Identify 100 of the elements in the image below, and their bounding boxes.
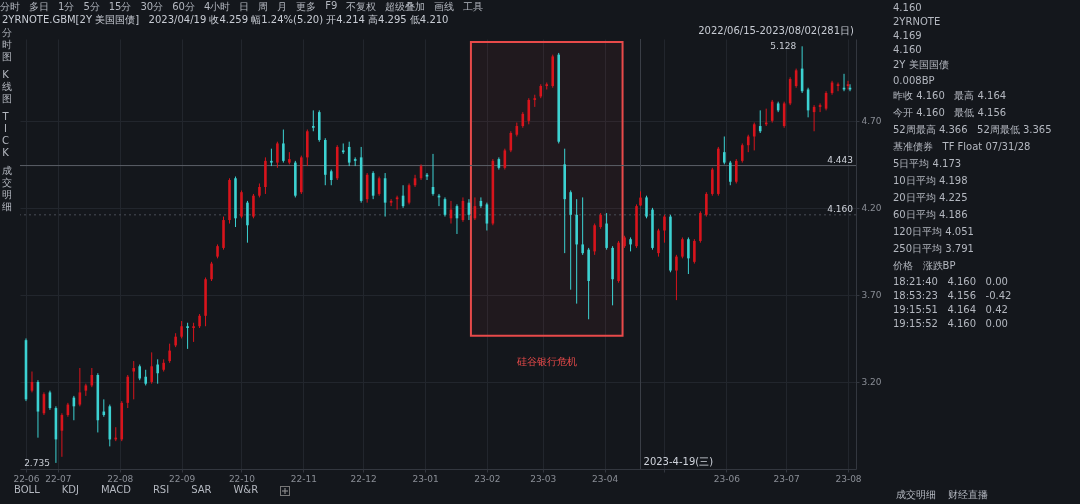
text: 昨收 4.160 最高 4.164 — [893, 89, 1007, 103]
candlestick — [752, 122, 756, 151]
x-tick-label: 22-12 — [350, 473, 377, 484]
text: 60分 — [172, 0, 195, 14]
candlestick — [156, 358, 159, 385]
text: W&R — [233, 484, 259, 495]
text: 日 — [239, 0, 250, 14]
candlestick — [770, 99, 774, 124]
candlestick — [740, 142, 744, 164]
text: 5分 — [83, 0, 100, 14]
text: RSI — [152, 484, 170, 495]
text: SAR — [191, 484, 212, 495]
text: 基准债券 TF Float 07/31/28 — [893, 140, 1031, 154]
text: 工具 — [463, 0, 484, 14]
x-tick-label: 23-02 — [474, 473, 501, 484]
text: 月 — [277, 0, 288, 14]
chart-title: 2YRNOTE.GBM[2Y 美国国债] 2023/04/19 收4.259 幅1.24%(5.20) 开4.214 高4.295 低4.210 — [2, 14, 449, 25]
candlestick — [693, 238, 696, 265]
text: MACD — [100, 484, 131, 495]
text: 成交明细 — [896, 488, 936, 502]
text: 18:21:40 4.160 0.00 — [893, 276, 1008, 287]
x-tick-label: 23-03 — [530, 473, 557, 484]
ref-line-label: 4.443 — [827, 154, 853, 165]
annotation: 2.735 — [24, 457, 50, 468]
candlestick — [675, 254, 678, 301]
y-tick-label: 3.20 — [861, 377, 882, 388]
text: 超级叠加 — [385, 0, 426, 14]
text: 10日平均 4.198 — [893, 174, 968, 188]
candlestick — [758, 109, 762, 134]
text: 19:15:51 4.164 0.42 — [893, 304, 1008, 315]
text: 15分 — [108, 0, 132, 14]
text: 价格 涨跌BP — [893, 259, 956, 273]
text: F9 — [325, 0, 338, 11]
text: 1分 — [58, 0, 75, 14]
text: 多日 — [29, 0, 49, 14]
candlestick — [657, 228, 660, 258]
text: 30分 — [140, 0, 164, 14]
candlestick — [246, 200, 249, 244]
text: 250日平均 3.791 — [893, 242, 974, 256]
candlestick — [569, 189, 572, 291]
text: 0.008BP — [893, 75, 935, 86]
text: 52周最高 4.366 52周最低 3.365 — [893, 123, 1052, 137]
text: BOLL — [14, 484, 40, 495]
candlestick — [705, 191, 708, 218]
candlestick — [687, 236, 690, 275]
x-tick-label: 22-09 — [169, 473, 196, 484]
x-tick-label: 22-10 — [228, 473, 256, 484]
candlestick — [341, 142, 345, 155]
text: K线图 — [2, 69, 12, 105]
text: 2YRNOTE — [893, 16, 941, 27]
candlestick — [581, 196, 584, 256]
candlestick — [663, 214, 666, 244]
text: 分时 — [0, 0, 20, 14]
x-tick-label: 23-08 — [835, 473, 862, 484]
text: 周 — [258, 0, 269, 14]
text: 今开 4.160 最低 4.156 — [893, 106, 1007, 120]
candlestick — [282, 129, 285, 164]
candlestick — [347, 141, 351, 167]
text: 4.160 — [893, 2, 922, 13]
x-tick-label: 22-08 — [107, 473, 134, 484]
text: 不复权 — [346, 0, 377, 14]
ref-line-label: 2023-4-19(三) — [643, 456, 714, 467]
x-tick-label: 23-01 — [412, 473, 439, 484]
text: 120日平均 4.051 — [893, 225, 974, 239]
text: 成交明细 — [2, 165, 12, 213]
text: 4小时 — [203, 0, 231, 14]
x-tick-label: 23-07 — [773, 473, 800, 484]
text: 更多 — [296, 0, 317, 14]
y-tick-label: 3.70 — [861, 290, 882, 301]
band-label: 硅谷银行危机 — [515, 355, 577, 367]
candlestick — [252, 193, 255, 219]
candlestick — [168, 343, 171, 364]
annotation: 5.128 — [770, 41, 797, 52]
text: 4.160 — [893, 44, 922, 55]
y-tick-label: 4.70 — [861, 116, 882, 127]
candlestick — [681, 236, 684, 259]
candlestick — [132, 360, 136, 400]
text: 分时图 — [2, 27, 12, 63]
text: TICK — [2, 111, 9, 159]
candlestick — [312, 109, 315, 132]
ref-line-label: 4.160 — [827, 203, 854, 214]
candlestick — [729, 160, 732, 186]
candlestick — [150, 351, 153, 385]
candlestick — [186, 322, 189, 350]
candlestick — [723, 135, 726, 165]
x-tick-label: 22-07 — [45, 473, 72, 484]
candlestick — [276, 141, 279, 169]
text: 5日平均 4.173 — [893, 157, 962, 171]
text: 2022/06/15-2023/08/02(281日) — [698, 24, 854, 38]
text: 画线 — [434, 0, 455, 14]
x-tick-label: 22-06 — [13, 473, 40, 484]
x-tick-label: 23-06 — [713, 473, 741, 484]
text: 19:15:52 4.160 0.00 — [893, 318, 1008, 329]
candlestick — [645, 195, 648, 219]
x-tick-label: 23-04 — [592, 473, 619, 484]
text: 60日平均 4.186 — [893, 208, 968, 222]
candlestick — [210, 261, 213, 282]
y-tick-label: 4.20 — [861, 203, 882, 214]
text: 4.169 — [893, 30, 922, 41]
candlestick — [527, 97, 531, 125]
